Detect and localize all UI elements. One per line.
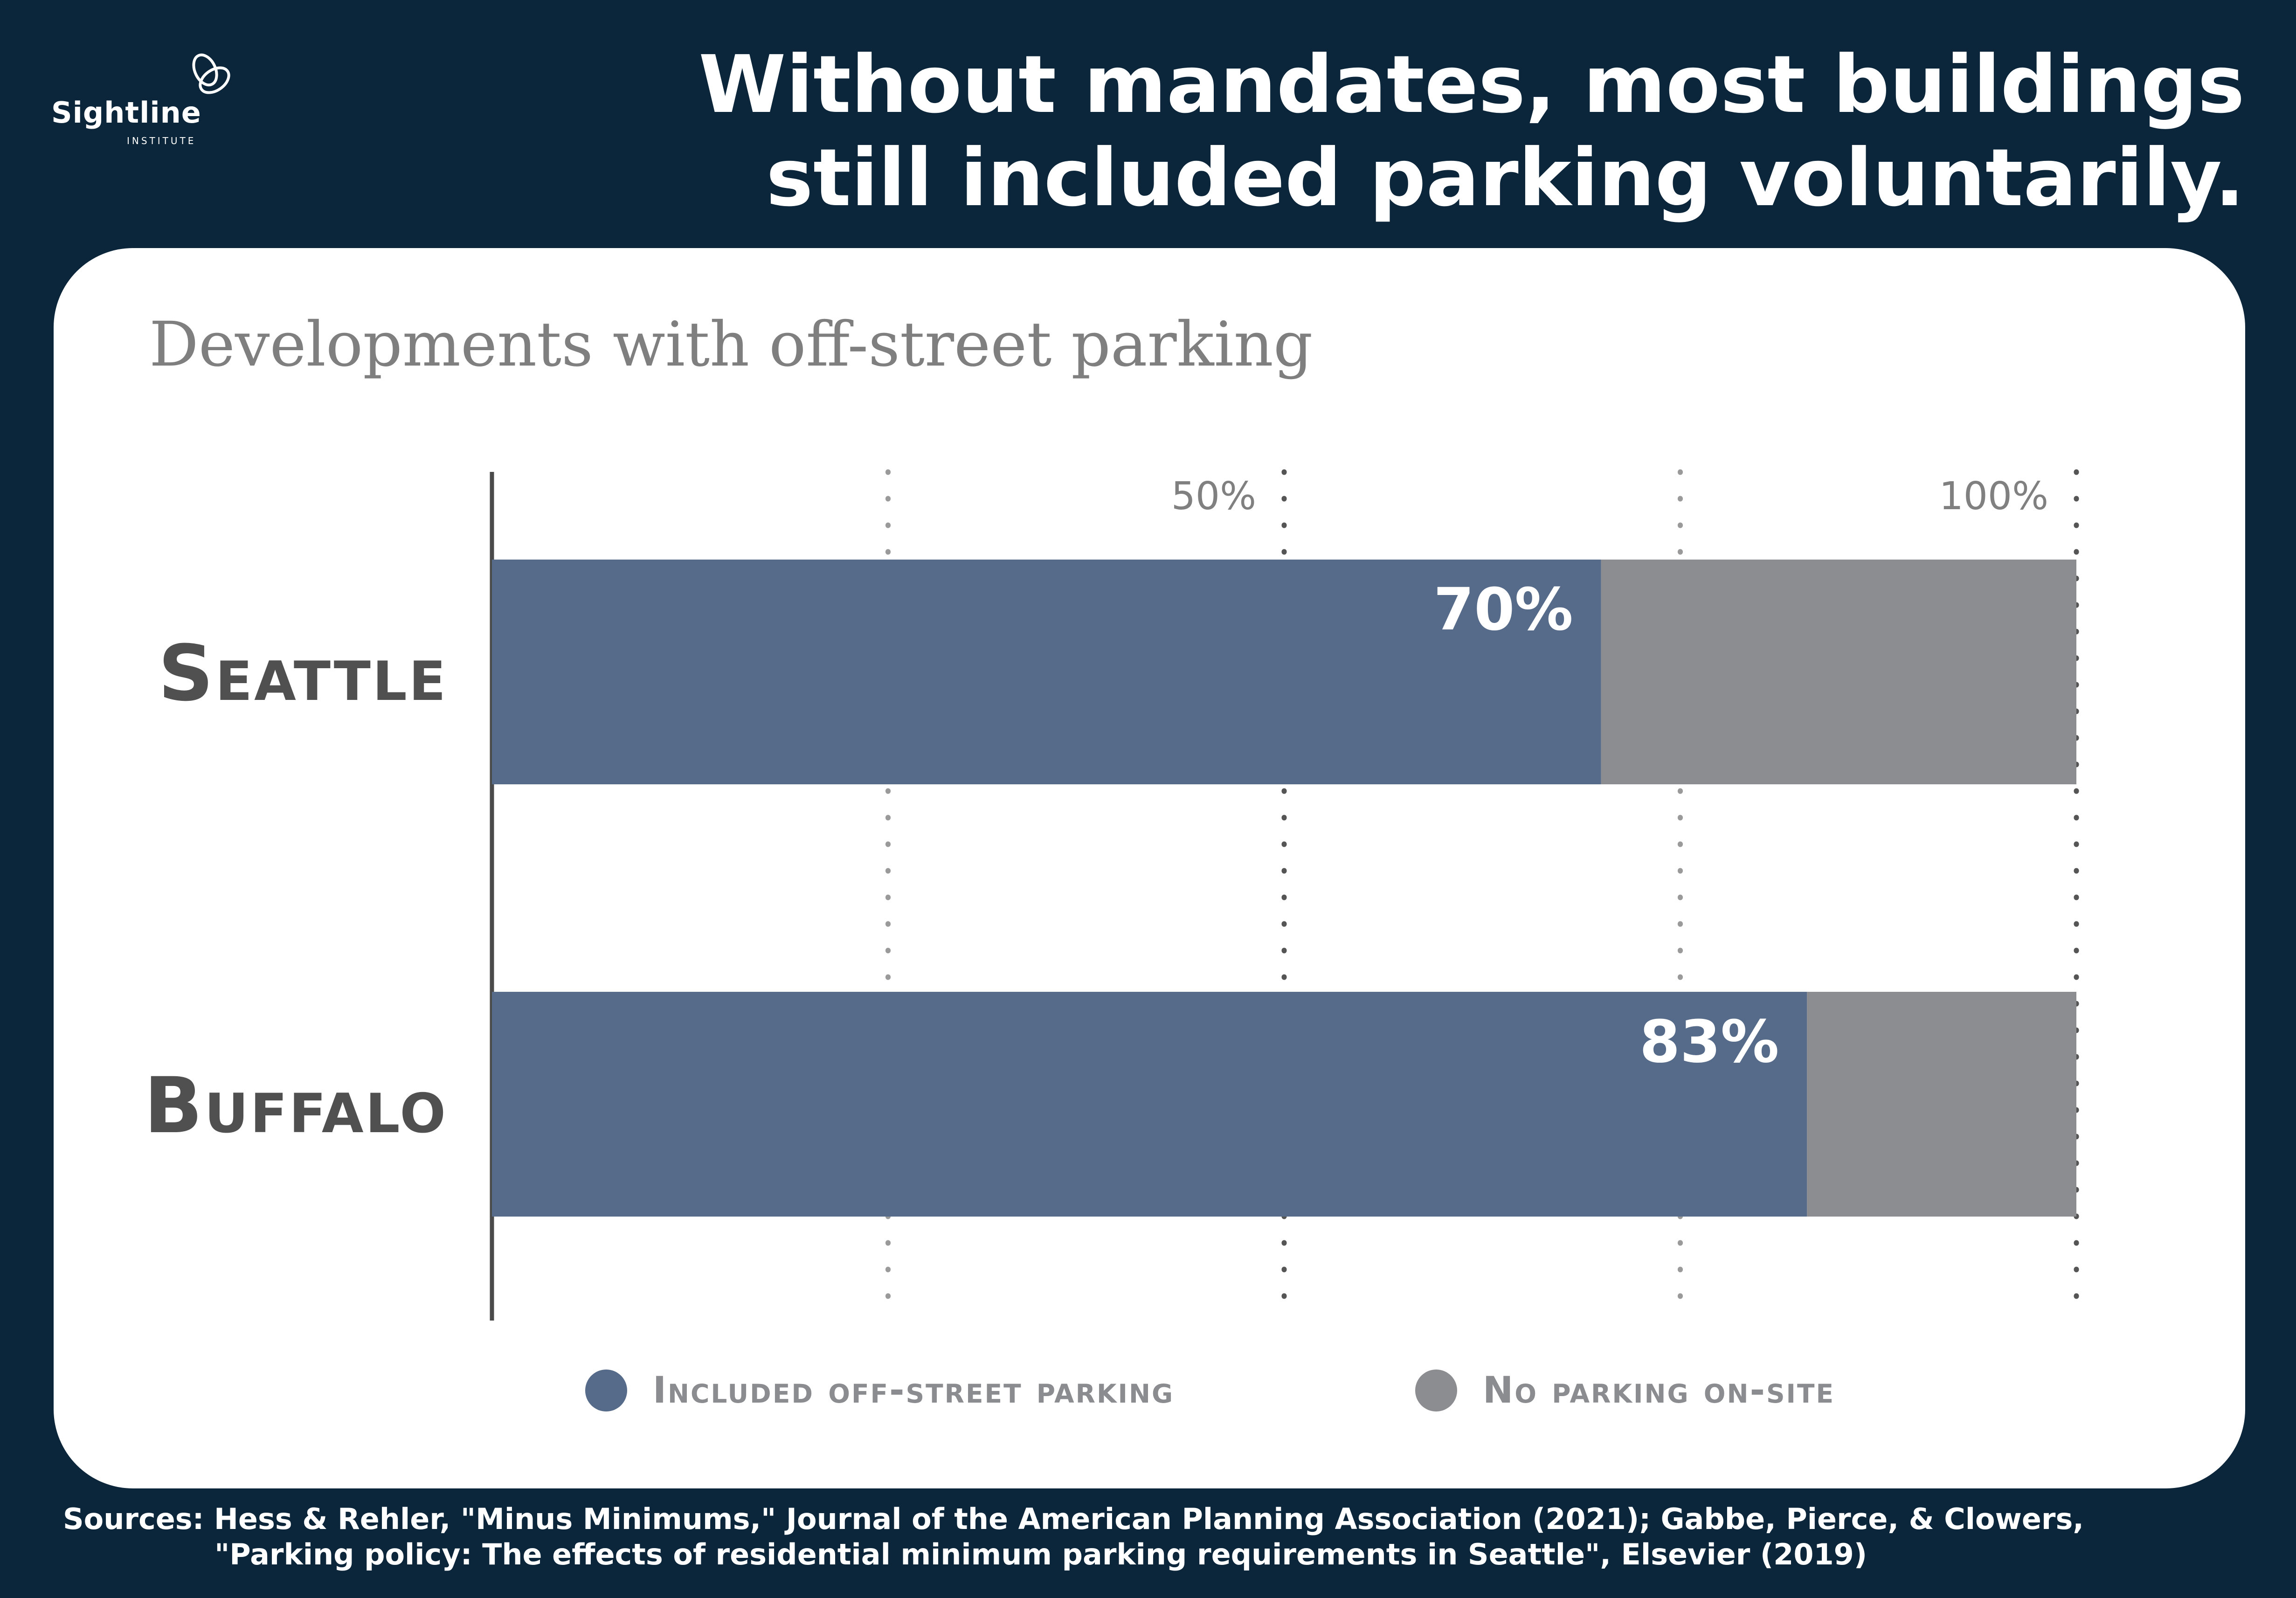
data-label-seattle: 70%	[1433, 576, 1573, 643]
category-label-buffalo: Buffalo	[144, 1061, 448, 1150]
chart-title: Developments with off-street parking	[149, 309, 1313, 380]
legend-swatch-none	[1415, 1370, 1457, 1411]
legend-label-none: No parking on-site	[1483, 1370, 1835, 1411]
sightline-logo-icon	[192, 53, 230, 94]
tick-label-50: 50%	[1171, 474, 1256, 519]
legend-label-included: Included off-street parking	[653, 1370, 1175, 1411]
headline: Without mandates, most buildings still i…	[698, 39, 2245, 224]
sources-note: Sources: Hess & Rehler, "Minus Minimums,…	[63, 1501, 2208, 1572]
bar-chart: 50% 100% 70% Seattle 83% Buffalo	[144, 469, 2079, 1323]
sources-line-1: Sources: Hess & Rehler, "Minus Minimums,…	[63, 1502, 2084, 1536]
sources-line-2: "Parking policy: The effects of resident…	[214, 1537, 1867, 1571]
tick-label-100: 100%	[1939, 474, 2048, 519]
sightline-logo: Sightline INSTITUTE	[51, 51, 247, 146]
category-label-seattle: Seattle	[158, 629, 448, 718]
chart-card: Developments with off-street parking 50%…	[54, 248, 2245, 1488]
logo-subtitle: INSTITUTE	[127, 135, 196, 146]
legend-item-included: Included off-street parking	[585, 1367, 1174, 1414]
legend-item-none: No parking on-site	[1415, 1367, 1835, 1414]
bar-buffalo-none	[1807, 992, 2076, 1217]
bar-seattle-included	[492, 560, 1601, 784]
bar-seattle-none	[1601, 560, 2076, 784]
bar-buffalo-included	[492, 992, 1807, 1217]
legend-swatch-included	[585, 1370, 627, 1411]
data-label-buffalo: 83%	[1639, 1008, 1779, 1076]
logo-name: Sightline	[51, 96, 201, 130]
